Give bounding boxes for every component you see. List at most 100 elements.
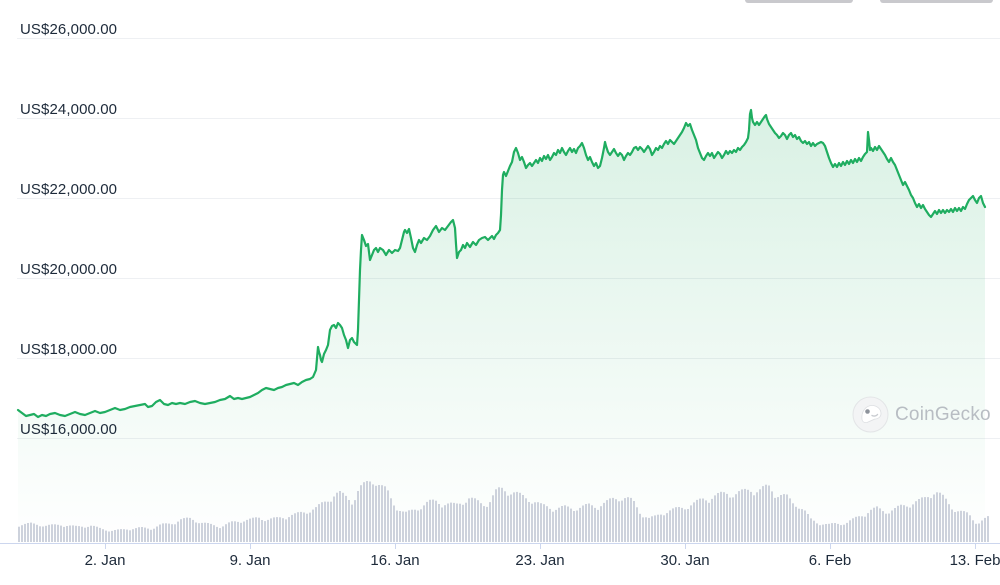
volume-bar: [927, 497, 929, 542]
volume-bar: [126, 529, 128, 542]
partial-toggle-control-right[interactable]: [880, 0, 993, 3]
volume-bar: [912, 504, 914, 542]
volume-bar: [168, 523, 170, 542]
volume-bar: [312, 509, 314, 542]
x-axis-tick-label: 13. Feb: [949, 552, 1000, 569]
coingecko-watermark: CoinGecko: [852, 396, 991, 433]
volume-bar: [528, 502, 530, 542]
volume-bar: [171, 524, 173, 542]
volume-bar: [960, 510, 962, 542]
volume-bar: [774, 497, 776, 542]
volume-bar: [165, 523, 167, 542]
volume-bar: [96, 526, 98, 542]
volume-bar: [744, 488, 746, 542]
volume-bar: [678, 507, 680, 542]
volume-bar: [888, 513, 890, 542]
volume-bar: [615, 499, 617, 542]
volume-bar: [498, 487, 500, 542]
volume-bar: [717, 493, 719, 542]
volume-bar: [738, 491, 740, 542]
volume-bar: [591, 505, 593, 542]
volume-bar: [468, 498, 470, 542]
volume-bar: [858, 516, 860, 542]
volume-bar: [153, 528, 155, 542]
volume-bar: [519, 492, 521, 542]
volume-bar: [651, 516, 653, 542]
volume-bar: [627, 497, 629, 542]
volume-bar: [480, 503, 482, 542]
volume-bar: [429, 499, 431, 542]
volume-bar: [828, 523, 830, 542]
volume-bar: [831, 523, 833, 542]
volume-bar: [450, 502, 452, 542]
volume-bar: [594, 507, 596, 542]
volume-bar: [882, 511, 884, 542]
volume-bar: [417, 510, 419, 542]
volume-bar: [243, 521, 245, 542]
volume-bar: [246, 519, 248, 542]
volume-bar: [399, 511, 401, 542]
volume-bar: [258, 517, 260, 542]
volume-bar: [237, 521, 239, 542]
volume-bar: [750, 491, 752, 542]
volume-bar: [561, 506, 563, 542]
volume-bar: [483, 506, 485, 542]
volume-bar: [621, 500, 623, 542]
coingecko-logo-icon: [852, 396, 889, 433]
volume-bar: [855, 516, 857, 542]
volume-bar: [558, 507, 560, 542]
volume-bar: [525, 498, 527, 542]
volume-bar: [309, 512, 311, 542]
volume-bar: [228, 522, 230, 542]
volume-bar: [705, 500, 707, 542]
volume-bar: [891, 510, 893, 542]
volume-bar: [789, 498, 791, 542]
volume-bar: [672, 508, 674, 542]
volume-bar: [966, 512, 968, 542]
volume-bar: [132, 529, 134, 542]
volume-bar: [459, 503, 461, 542]
volume-bar: [741, 489, 743, 542]
volume-bar: [768, 485, 770, 542]
volume-bar: [351, 504, 353, 542]
volume-bar: [693, 502, 695, 542]
volume-bar: [762, 486, 764, 542]
volume-bar: [18, 526, 20, 542]
x-axis-tick-label: 2. Jan: [84, 552, 126, 569]
volume-bar: [327, 501, 329, 542]
volume-bar: [555, 509, 557, 542]
volume-bar: [435, 500, 437, 542]
volume-bars: [18, 481, 989, 542]
volume-bar: [822, 524, 824, 542]
volume-bar: [291, 514, 293, 542]
volume-bar: [270, 518, 272, 542]
volume-bar: [867, 513, 869, 542]
volume-bar: [72, 525, 74, 542]
volume-bar: [186, 517, 188, 542]
volume-bar: [669, 510, 671, 542]
volume-bar: [252, 517, 254, 542]
volume-bar: [954, 512, 956, 542]
volume-bar: [36, 524, 38, 542]
volume-bar: [210, 523, 212, 542]
volume-bar: [921, 497, 923, 542]
volume-bar: [366, 481, 368, 542]
volume-bar: [183, 518, 185, 542]
volume-bar: [642, 517, 644, 542]
volume-bar: [636, 507, 638, 542]
volume-bar: [381, 485, 383, 542]
volume-bar: [735, 494, 737, 542]
volume-bar: [306, 513, 308, 542]
volume-bar: [690, 505, 692, 542]
volume-bar: [180, 519, 182, 542]
volume-bar: [903, 505, 905, 542]
volume-bar: [978, 523, 980, 542]
volume-bar: [144, 527, 146, 542]
partial-toggle-control-left[interactable]: [745, 0, 853, 3]
volume-bar: [24, 523, 26, 542]
volume-bar: [273, 517, 275, 542]
volume-bar: [933, 494, 935, 542]
volume-bar: [339, 491, 341, 542]
volume-bar: [579, 507, 581, 542]
